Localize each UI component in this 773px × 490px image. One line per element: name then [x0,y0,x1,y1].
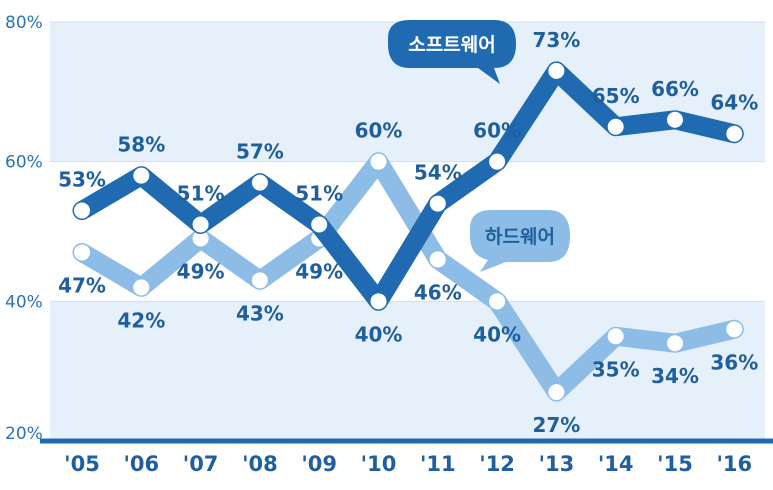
x-tick-label: '09 [301,452,337,476]
data-labels: 53% 58% 51% 57% 51% 40% 54% 60% 73% 65% 66% 64% 47% 4… [58,28,758,437]
data-point [489,153,506,170]
data-label: 40% [355,322,403,346]
data-point [192,216,209,233]
data-label: 54% [414,161,462,185]
data-label: 64% [710,91,758,115]
x-tick-label: '16 [716,452,752,476]
series-line [72,152,744,402]
data-point [133,167,150,184]
data-label: 58% [117,133,165,157]
data-point [607,328,624,345]
data-point [370,153,387,170]
data-point [667,335,683,352]
x-tick-label: '05 [64,452,100,476]
x-tick-label: '07 [183,452,219,476]
data-point [251,174,268,191]
data-label: 73% [532,28,580,52]
x-tick-label: '15 [657,452,693,476]
data-label: 57% [236,140,284,164]
x-tick-label: '13 [539,452,575,476]
x-tick-label: '14 [598,452,634,476]
data-point [429,251,446,268]
data-label: 49% [177,259,225,283]
data-label: 46% [414,280,462,304]
data-point [74,244,90,261]
data-point [192,230,209,247]
legend-label-hardware: 하드웨어 [485,226,555,248]
data-label: 36% [710,350,758,374]
data-label: 66% [651,77,699,101]
series-software [72,61,744,311]
data-label: 42% [117,308,165,332]
data-point [489,293,506,310]
data-label: 35% [592,357,640,381]
data-label: 53% [58,168,106,192]
data-point [429,195,446,212]
data-point [726,321,743,338]
x-tick-label: '08 [242,452,278,476]
data-label: 60% [473,119,521,143]
callout-bubble-software [388,20,516,84]
data-point [667,111,683,128]
x-tick-label: '06 [123,452,159,476]
data-point [311,216,328,233]
x-axis-ticks: '05 '06 '07 '08 '09 '10 '11 '12 '13 '14 '15 '16 [64,452,752,476]
data-label: 65% [592,84,640,108]
y-tick-label: 80% [5,13,43,33]
legend-label-software: 소프트웨어 [408,34,495,56]
x-tick-label: '11 [420,452,456,476]
data-label: 34% [651,364,699,388]
data-label: 47% [58,273,106,297]
y-axis-ticks: 20% 40% 60% 80% [5,13,43,444]
data-point [133,279,150,296]
callout-bubble-hardware [470,210,570,272]
data-label: 51% [295,182,343,206]
data-point [251,272,268,289]
data-label: 60% [355,119,403,143]
legend-callout-hardware: 하드웨어 [470,210,570,272]
legend-callout-software: 소프트웨어 [388,20,516,84]
y-tick-label: 40% [5,292,43,312]
y-tick-label: 60% [5,153,43,173]
x-tick-label: '12 [479,452,515,476]
data-label: 40% [473,322,521,346]
y-tick-label: 20% [5,424,43,444]
data-label: 51% [177,182,225,206]
data-point [74,202,90,219]
band-20-40 [50,301,765,441]
data-point [548,384,565,401]
data-point [607,118,624,135]
x-tick-label: '10 [361,452,397,476]
data-label: 27% [532,413,580,437]
data-point [726,125,743,142]
series-line [72,61,744,311]
series-hardware [72,152,744,402]
data-label: 49% [295,259,343,283]
data-label: 43% [236,301,284,325]
data-point [548,62,565,79]
data-point [370,293,387,310]
